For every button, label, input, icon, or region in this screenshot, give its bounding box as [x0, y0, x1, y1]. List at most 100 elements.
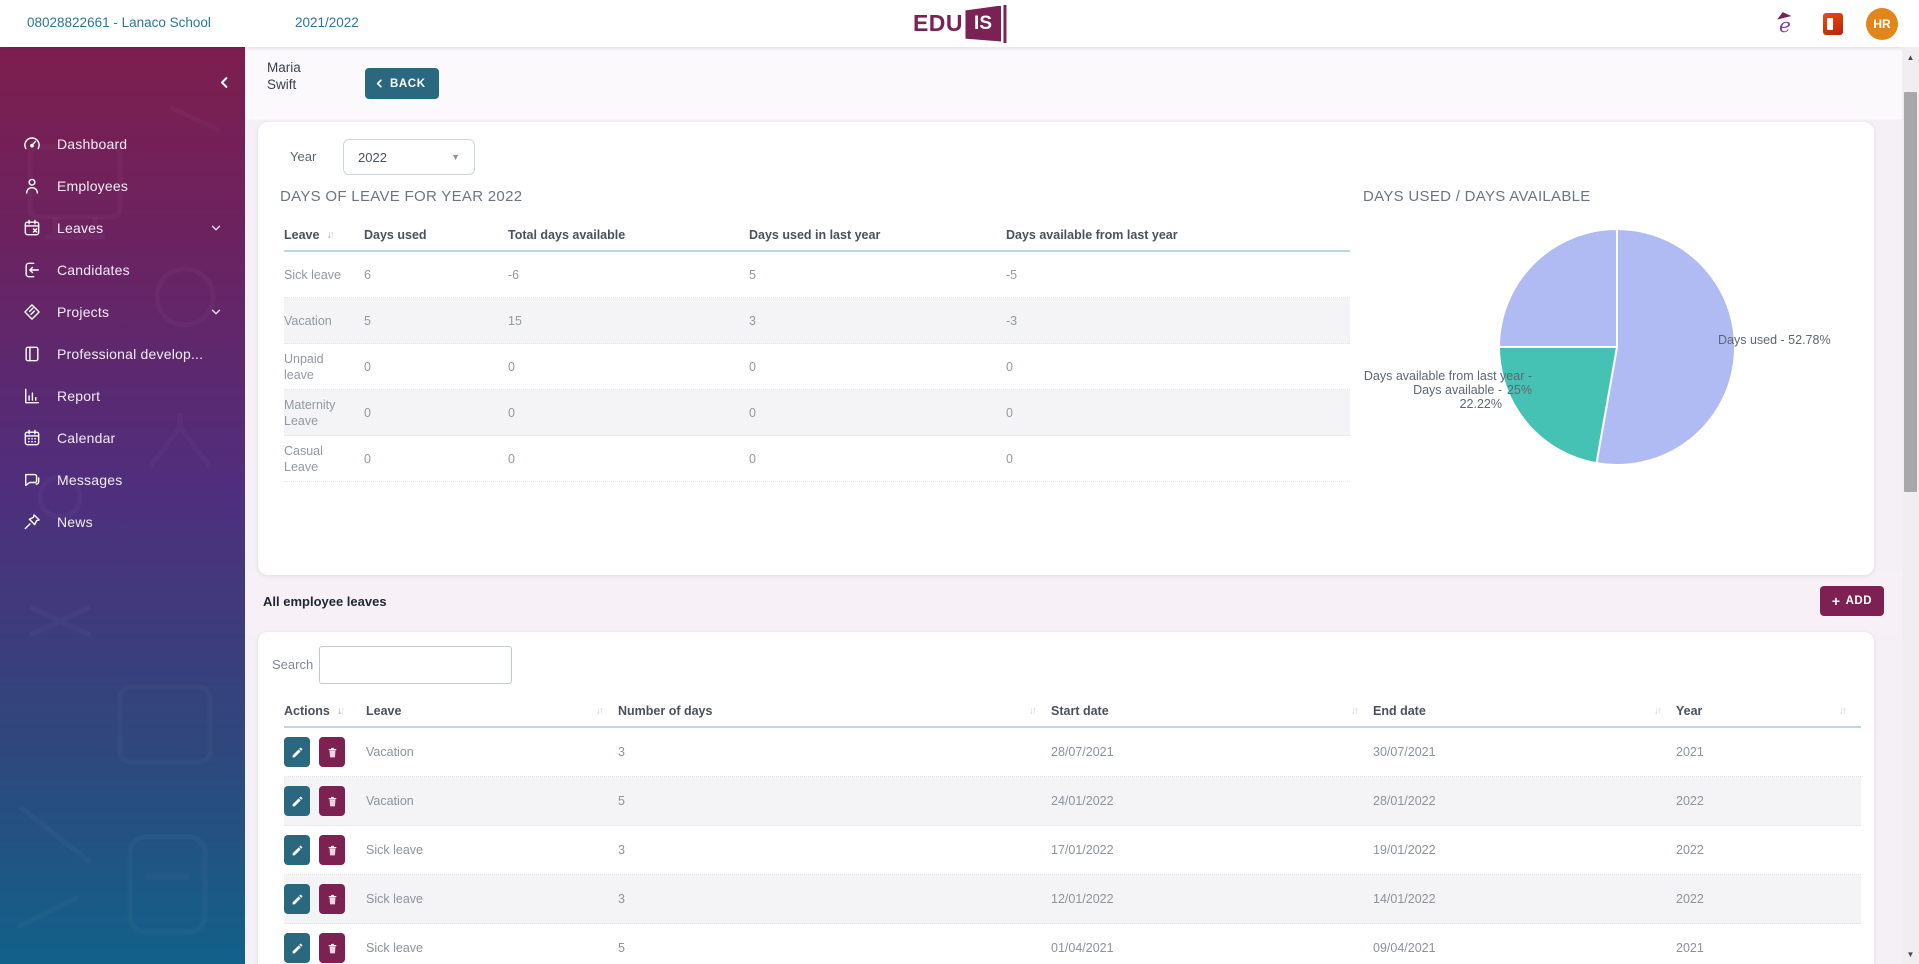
- section-band: [245, 572, 1902, 634]
- cell-total-days-available: 0: [508, 359, 515, 374]
- pie-label-days-available: Days available - 22.22%: [1413, 383, 1502, 411]
- sidebar-menu: Dashboard Employees Leaves Candidates Pr…: [0, 123, 245, 543]
- pie-slice-2[interactable]: [1498, 228, 1618, 348]
- column-header-days-used-last-year[interactable]: Days used in last year: [749, 228, 881, 242]
- sidebar-item-label: News: [57, 514, 93, 530]
- scroll-down-arrow[interactable]: ▼: [1906, 949, 1915, 959]
- cell-start-date: 24/01/2022: [1051, 794, 1114, 808]
- cell-days-used-last-year: 0: [749, 359, 756, 374]
- employee-name: Maria Swift: [267, 60, 301, 92]
- back-button-label: BACK: [390, 77, 426, 90]
- sidebar-item-label: Professional develop...: [57, 346, 204, 362]
- cell-number-of-days: 5: [618, 941, 625, 955]
- cell-leave: Casual Leave: [284, 443, 323, 474]
- column-header-start-date[interactable]: Start date ↓ ↑: [1051, 704, 1359, 718]
- column-header-actions[interactable]: Actions ↓ ↑: [284, 704, 346, 718]
- top-bar: 08028822661 - Lanaco School 2021/2022 ED…: [0, 0, 1919, 47]
- cell-leave: Sick leave: [284, 267, 341, 282]
- column-header-number-of-days[interactable]: Number of days ↓ ↑: [618, 704, 1037, 718]
- sidebar-item-label: Calendar: [57, 430, 116, 446]
- chevron-left-icon: [220, 76, 227, 88]
- add-button[interactable]: + ADD: [1819, 586, 1884, 616]
- chevron-down-icon[interactable]: [209, 305, 223, 319]
- cell-year: 2022: [1676, 892, 1704, 906]
- cell-days-used: 0: [364, 359, 371, 374]
- edit-button[interactable]: [284, 933, 310, 963]
- office365-icon[interactable]: [1823, 12, 1843, 35]
- scroll-up-arrow[interactable]: ▲: [1906, 52, 1915, 62]
- sidebar-collapse-button[interactable]: [211, 69, 237, 95]
- cell-start-date: 17/01/2022: [1051, 843, 1114, 857]
- cell-days-available-last-year: -3: [1006, 313, 1018, 328]
- sidebar-item-label: Report: [57, 388, 101, 404]
- edit-button[interactable]: [284, 835, 310, 865]
- cell-total-days-available: 0: [508, 405, 515, 420]
- year-select[interactable]: 2022 ▼: [343, 139, 475, 175]
- sidebar-item-label: Candidates: [57, 262, 130, 278]
- elearning-icon[interactable]: e: [1774, 11, 1800, 37]
- column-header-leave[interactable]: Leave ↓ ↑: [284, 228, 335, 242]
- employees-icon: [22, 176, 42, 196]
- sidebar-item-projects[interactable]: Projects: [0, 291, 245, 333]
- avatar[interactable]: HR: [1866, 7, 1898, 40]
- pencil-icon: [292, 894, 302, 904]
- pie-slice-1[interactable]: [1498, 346, 1618, 465]
- edit-button[interactable]: [284, 786, 310, 816]
- school-link[interactable]: 08028822661 - Lanaco School: [27, 15, 211, 30]
- actions-cell: [284, 737, 366, 767]
- sidebar-item-leaves[interactable]: Leaves: [0, 207, 245, 249]
- employee-leaves-header-row: Actions ↓ ↑ Leave ↓ ↑ Number of days ↓ ↑ St…: [284, 696, 1861, 728]
- table-row: Sick leave 3 17/01/2022 19/01/2022 2022: [284, 826, 1861, 875]
- edit-button[interactable]: [284, 737, 310, 767]
- column-header-year[interactable]: Year ↓ ↑: [1676, 704, 1848, 718]
- scrollbar-thumb[interactable]: [1904, 92, 1917, 492]
- cell-days-used-last-year: 3: [749, 313, 756, 328]
- leave-summary-header-row: Leave ↓ ↑ Days used Total days available …: [284, 220, 1350, 252]
- sidebar-item-dashboard[interactable]: Dashboard: [0, 123, 245, 165]
- column-header-leave[interactable]: Leave ↓ ↑: [366, 704, 604, 718]
- sort-icon: ↓ ↑: [336, 705, 346, 717]
- cell-leave: Vacation: [284, 313, 332, 328]
- delete-button[interactable]: [319, 884, 345, 914]
- table-row: Sick leave 6 -6 5 -5: [284, 252, 1350, 298]
- delete-button[interactable]: [319, 933, 345, 963]
- pencil-icon: [292, 845, 302, 855]
- app-logo[interactable]: EDU IS: [913, 0, 1007, 47]
- cell-leave: Maternity Leave: [284, 397, 336, 428]
- sidebar-item-candidates[interactable]: Candidates: [0, 249, 245, 291]
- sidebar-item-professional-development[interactable]: Professional develop...: [0, 333, 245, 375]
- cell-number-of-days: 3: [618, 892, 625, 906]
- chevron-down-icon[interactable]: [209, 221, 223, 235]
- cell-days-used-last-year: 0: [749, 451, 756, 466]
- leave-summary-card: Year 2022 ▼ DAYS OF LEAVE FOR YEAR 2022 …: [258, 122, 1874, 575]
- vertical-scrollbar[interactable]: ▲ ▼: [1902, 47, 1919, 964]
- sort-icon: ↓ ↑: [1653, 705, 1663, 717]
- search-input[interactable]: [319, 646, 512, 684]
- sidebar-item-news[interactable]: News: [0, 501, 245, 543]
- sort-icon: ↓ ↑: [1838, 705, 1848, 717]
- column-header-total-days-available[interactable]: Total days available: [508, 228, 626, 242]
- column-header-end-date[interactable]: End date ↓ ↑: [1373, 704, 1663, 718]
- column-header-days-used[interactable]: Days used: [364, 228, 427, 242]
- back-button[interactable]: BACK: [365, 68, 439, 99]
- cell-number-of-days: 3: [618, 843, 625, 857]
- edit-button[interactable]: [284, 884, 310, 914]
- table-row: Unpaid leave 0 0 0 0: [284, 344, 1350, 390]
- candidates-icon: [22, 260, 42, 280]
- delete-button[interactable]: [319, 835, 345, 865]
- leave-summary-table: Leave ↓ ↑ Days used Total days available …: [284, 220, 1350, 482]
- sidebar-item-label: Employees: [57, 178, 129, 194]
- pencil-icon: [292, 747, 302, 757]
- delete-button[interactable]: [319, 737, 345, 767]
- school-year-link[interactable]: 2021/2022: [295, 15, 359, 30]
- pie-slice-0[interactable]: [1595, 228, 1737, 466]
- cell-start-date: 01/04/2021: [1051, 941, 1114, 955]
- column-header-days-available-last-year[interactable]: Days available from last year: [1006, 228, 1178, 242]
- sidebar-item-report[interactable]: Report: [0, 375, 245, 417]
- sidebar-item-employees[interactable]: Employees: [0, 165, 245, 207]
- sidebar-item-messages[interactable]: Messages: [0, 459, 245, 501]
- sidebar-item-calendar[interactable]: Calendar: [0, 417, 245, 459]
- delete-button[interactable]: [319, 786, 345, 816]
- cell-days-available-last-year: 0: [1006, 405, 1013, 420]
- pie-chart-title: DAYS USED / DAYS AVAILABLE: [1363, 188, 1591, 205]
